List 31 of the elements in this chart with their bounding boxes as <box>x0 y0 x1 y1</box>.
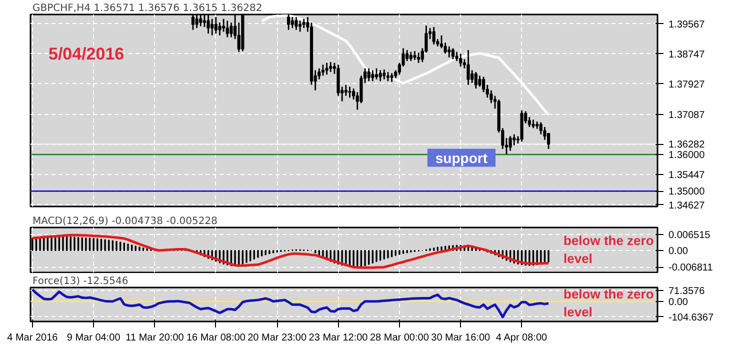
y-tick-label: -0.006811 <box>668 262 714 274</box>
chart-title: GBPCHF,H4 1.36571 1.36576 1.3615 1.36282 <box>32 3 262 14</box>
x-tick-label: 4 Mar 2016 <box>7 332 58 344</box>
y-tick-label: 1.36000 <box>668 150 706 161</box>
annotation: below the zero level <box>564 233 654 266</box>
y-tick-label: 1.39567 <box>668 19 706 30</box>
chart-title: Force(13) -12.5546 <box>32 276 128 287</box>
y-tick-label: 0.00 <box>668 246 688 257</box>
x-tick-label: 23 Mar 12:00 <box>308 332 368 344</box>
annotation: 5/04/2016 <box>48 44 124 64</box>
y-tick-label: 0.00 <box>668 296 688 308</box>
y-tick-label: 1.37927 <box>668 79 706 90</box>
x-tick-label: 11 Mar 20:00 <box>126 332 184 344</box>
y-tick-label: 71.3576 <box>668 286 706 298</box>
y-tick-label: 1.34627 <box>668 200 706 212</box>
y-tick-label: 1.38747 <box>668 49 706 60</box>
x-tick-label: 20 Mar 23:00 <box>248 332 307 344</box>
chart-title: MACD(12,26,9) -0.004738 -0.005228 <box>32 216 218 227</box>
x-tick-label: 28 Mar 00:00 <box>370 332 430 344</box>
annotation: below the zero level <box>564 286 654 320</box>
x-tick-label: 9 Mar 04:00 <box>66 332 121 344</box>
annotation: support <box>435 150 488 166</box>
x-tick-label: 30 Mar 16:00 <box>431 332 491 344</box>
y-tick-label: 1.35000 <box>668 186 706 198</box>
x-tick-label: 16 Mar 08:00 <box>186 332 246 344</box>
y-tick-label: -104.6367 <box>668 312 714 324</box>
y-tick-label: 0.006515 <box>668 230 711 242</box>
x-tick-label: 4 Apr 08:00 <box>496 332 548 344</box>
y-tick-label: 1.35447 <box>668 170 706 182</box>
y-tick-label: 1.37087 <box>668 110 706 122</box>
y-tick-label: 1.36282 <box>668 140 706 151</box>
